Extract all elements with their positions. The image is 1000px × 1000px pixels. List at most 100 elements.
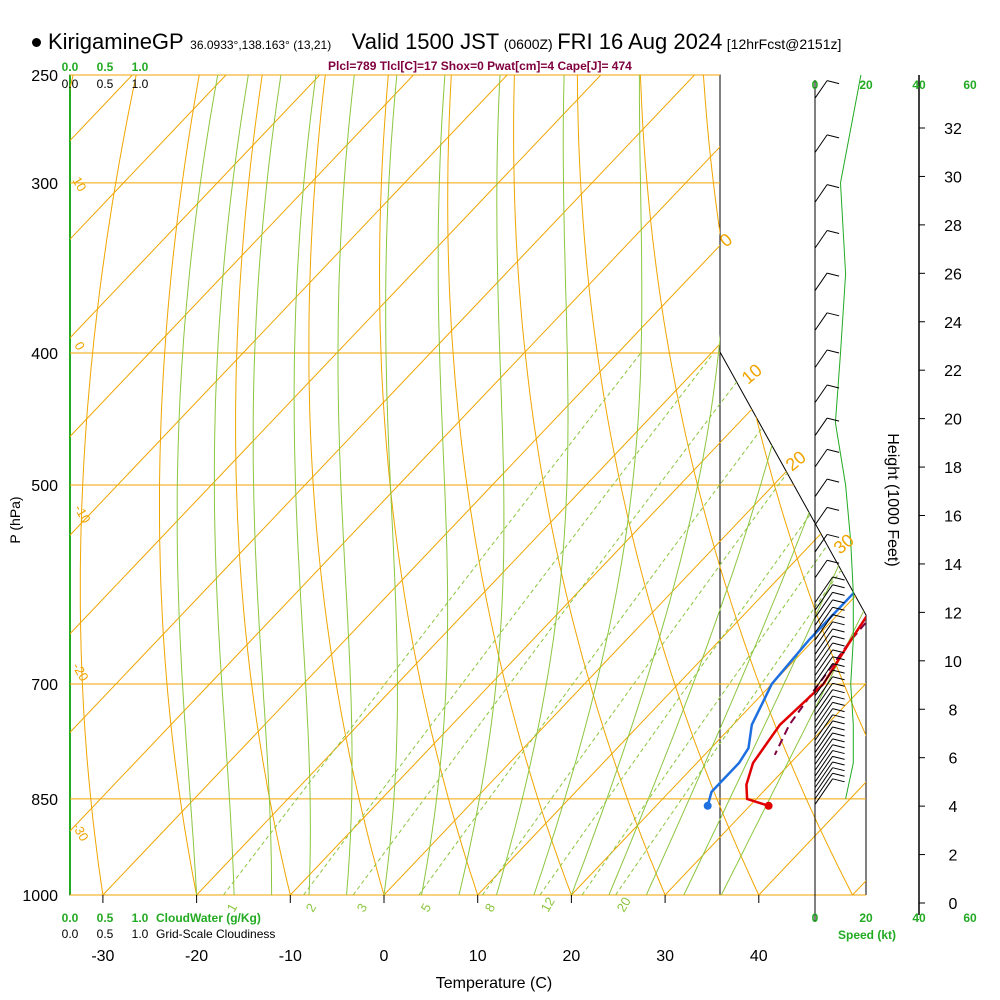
cloud-scale-tick: 1.0 [132,911,149,925]
height-tick-label: 26 [944,266,962,283]
cloud-scale-tick: 1.0 [132,60,149,74]
y-axis-label: P (hPa) [7,496,23,543]
wind-barb-flag [832,720,845,725]
wind-barb-flag [832,682,845,687]
moist-adiabat [421,75,449,895]
surface-temp-dot [764,801,773,810]
mixing-ratio-label: 12 [538,894,558,914]
wind-barb [814,184,828,203]
isotherm-line [289,75,866,895]
moist-adiabat [252,75,282,895]
dewpoint-profile [706,75,866,807]
wind-barb [814,720,834,747]
wind-barb-flag [832,662,845,667]
dry-adiabat [235,75,298,895]
wind-barb [814,621,834,648]
wind-barb [814,756,834,783]
height-tick-label: 12 [944,605,962,622]
dry-adiabat [763,75,866,895]
moist-adiabat [495,75,569,895]
speed-label: Speed (kt) [838,928,896,942]
moist-adiabat [213,75,249,895]
moist-adiabat [720,75,866,895]
mixing-ratio-line [223,352,642,895]
speed-tick-top: 40 [912,78,926,92]
wind-barb-flag [832,755,845,760]
wind-barb-flag [832,701,845,706]
wind-barb-flag [826,230,840,235]
wind-barb-flag [832,656,845,661]
isotherm-grid [70,75,866,895]
wind-barb-flag [826,80,840,85]
speed-tick-top: 60 [963,78,977,92]
height-tick-label: 2 [949,848,958,865]
wind-barb [814,534,828,553]
wind-barb [814,576,834,603]
speed-tick-bottom: 60 [963,911,977,925]
wind-barb [814,507,828,526]
wind-barb [814,134,828,153]
wind-barb-flag [832,772,845,777]
wind-barb [814,272,828,291]
speed-tick-bottom: 40 [912,911,926,925]
isotherm-label: 30 [830,530,858,558]
speed-tick-bottom: 0 [812,911,819,925]
mixing-ratio-label: 20 [614,894,634,914]
header: KirigamineGP 36.0933°,138.163° (13,21) V… [32,29,972,57]
wind-barb [814,559,828,579]
temperature-tick-label: 10 [469,948,487,965]
wind-barb [814,478,828,497]
wind-barb-flag [826,349,840,354]
mixing-ratio-line [615,352,866,895]
wind-barb [814,312,828,331]
height-axis-label: Height (1000 Feet) [884,433,901,566]
cloudiness-label: Grid-Scale Cloudiness [156,927,275,941]
dry-adiabat [826,75,866,895]
wind-barb-flag [832,761,845,766]
height-tick-label: 4 [949,799,958,816]
cloud-scale-tick: 0.5 [97,927,114,941]
mixing-ratio-label: 8 [482,901,499,915]
wind-barb-flag [832,726,845,731]
pressure-tick-label: 850 [31,792,58,809]
wind-barb-flag [832,714,845,719]
wind-barb-flag [826,312,840,317]
wind-barb [814,635,834,662]
isotherm-label: 0 [71,339,88,353]
wind-barb [814,695,834,722]
pressure-tick-label: 400 [31,346,58,363]
wind-barb [814,628,834,655]
wind-barb-flag [826,533,840,538]
wind-speed-curve [834,74,862,800]
wind-barb [814,669,834,697]
wind-barb [814,649,834,676]
isotherm-line [70,75,274,895]
isotherm-line [852,75,866,895]
speed-tick-top: 0 [812,78,819,92]
isotherm-line [70,75,836,895]
cloud-water-label: CloudWater (g/Kg) [156,911,261,925]
mixing-ratio-line [418,352,819,895]
wind-barb-flag [832,628,845,633]
pressure-tick-label: 250 [31,68,58,85]
wind-barb-flag [832,778,845,783]
height-tick-label: 22 [944,363,962,380]
cloud-scale-tick: 0.0 [62,927,79,941]
dry-adiabat [79,75,142,895]
wind-barb [814,584,834,611]
isotherm-line [664,75,866,895]
cloud-scale-tick: 0.5 [97,60,114,74]
moist-adiabat [533,75,643,895]
dry-adiabat [378,75,489,895]
wind-barb-flag [832,767,845,772]
moist-adiabat [645,75,866,895]
station-dot [32,38,41,48]
wind-barb-flag [832,621,845,626]
pressure-tick-label: 300 [31,176,58,193]
wind-barb [814,599,834,626]
wind-barb [814,663,834,690]
cloud-scale-tick: 1.0 [132,77,149,91]
temperature-tick-label: 40 [750,948,768,965]
